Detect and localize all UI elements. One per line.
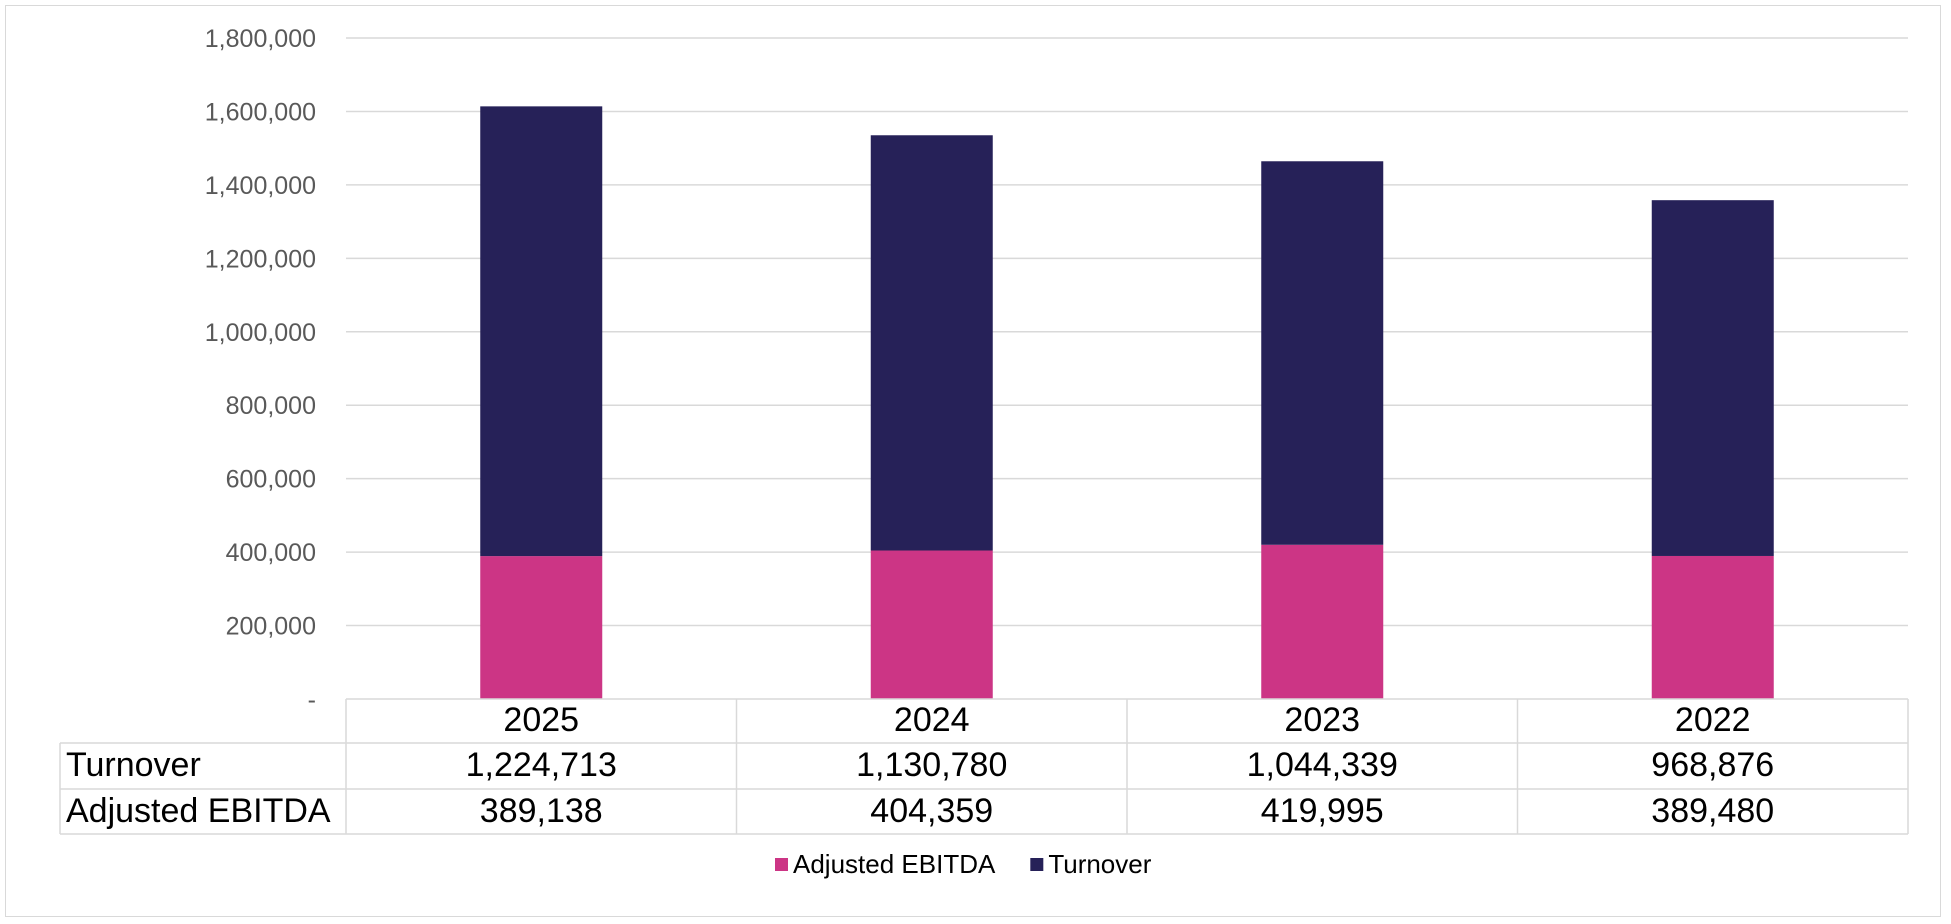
legend-swatch — [775, 858, 788, 871]
table-value: 1,224,713 — [466, 746, 617, 784]
category-label: 2023 — [1284, 701, 1360, 739]
bar-adjusted-ebitda — [480, 556, 603, 699]
table-value: 419,995 — [1261, 792, 1384, 830]
y-tick-label: 400,000 — [226, 539, 316, 567]
table-value: 1,044,339 — [1247, 746, 1398, 784]
table-value: 404,359 — [870, 792, 993, 830]
category-label: 2024 — [894, 701, 970, 739]
legend-swatch — [1030, 858, 1044, 871]
table-row-label: Adjusted EBITDA — [66, 792, 331, 830]
legend-label: Turnover — [1048, 849, 1151, 879]
bar-adjusted-ebitda — [1651, 555, 1774, 699]
chart-frame — [5, 5, 1941, 917]
legend-label: Adjusted EBITDA — [793, 849, 996, 879]
y-tick-label: 200,000 — [226, 613, 316, 641]
y-tick-label: 1,200,000 — [205, 245, 316, 273]
bar-adjusted-ebitda — [870, 550, 993, 699]
category-label: 2025 — [503, 701, 579, 739]
table-value: 968,876 — [1651, 746, 1774, 784]
y-tick-label: 1,000,000 — [205, 319, 316, 347]
bar-turnover — [870, 135, 993, 551]
table-value: 389,480 — [1651, 792, 1774, 830]
bar-adjusted-ebitda — [1261, 544, 1384, 699]
y-tick-label: 1,600,000 — [205, 98, 316, 126]
y-tick-label: 600,000 — [226, 466, 316, 494]
bar-turnover — [1651, 200, 1774, 556]
bar-turnover — [1261, 161, 1384, 545]
table-value: 1,130,780 — [856, 746, 1007, 784]
category-label: 2022 — [1675, 701, 1751, 739]
y-tick-label: 800,000 — [226, 392, 316, 420]
table-row-label: Turnover — [66, 746, 201, 784]
y-tick-label: 1,400,000 — [205, 172, 316, 200]
y-tick-label: 1,800,000 — [205, 25, 316, 53]
y-tick-label: - — [308, 686, 316, 714]
bar-turnover — [480, 106, 603, 557]
table-value: 389,138 — [480, 792, 603, 830]
